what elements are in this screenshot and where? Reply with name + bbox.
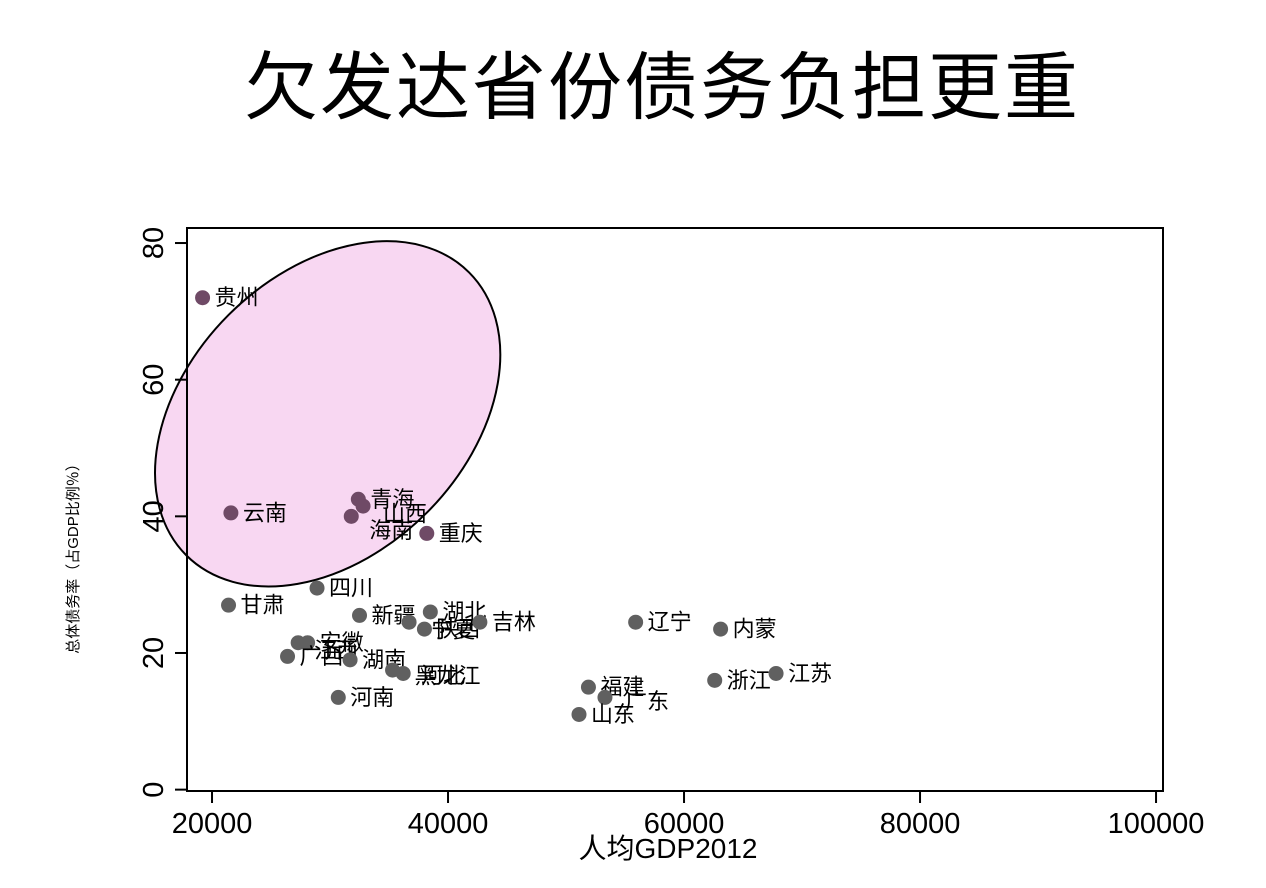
axis-ticks-layer: 20000 40000 60000 80000 100000 0 20 40 60 80 <box>138 227 1204 840</box>
data-point-福建 <box>580 679 596 695</box>
point-label-青海: 青海 <box>370 487 414 512</box>
point-label-安徽: 安徽 <box>320 630 364 655</box>
y-tick-label: 40 <box>138 500 170 532</box>
point-label-重庆: 重庆 <box>439 521 483 546</box>
point-label-吉林: 吉林 <box>492 610 536 635</box>
data-point-吉林 <box>472 614 488 630</box>
data-point-甘肃 <box>221 597 237 613</box>
data-point-广东 <box>597 689 613 705</box>
point-label-海南: 海南 <box>369 518 413 543</box>
point-label-山东: 山东 <box>591 702 635 727</box>
point-label-河南: 河南 <box>350 685 394 710</box>
x-tick-label: 100000 <box>1108 808 1205 840</box>
data-point-湖南 <box>342 652 358 668</box>
point-label-贵州: 贵州 <box>215 285 259 310</box>
data-point-云南 <box>223 505 239 521</box>
data-point-山东 <box>571 706 587 722</box>
point-label-江苏: 江苏 <box>788 661 832 686</box>
point-label-宁夏: 宁夏 <box>431 618 475 643</box>
data-point-湖北 <box>422 604 438 620</box>
data-point-山西 <box>355 498 371 514</box>
y-tick-label: 60 <box>138 364 170 396</box>
data-point-重庆 <box>419 525 435 541</box>
data-point-广西 <box>280 648 296 664</box>
point-label-四川: 四川 <box>329 576 373 601</box>
y-tick-label: 80 <box>138 227 170 259</box>
plot-frame <box>186 227 1164 792</box>
data-point-辽宁 <box>628 614 644 630</box>
data-point-新疆 <box>352 607 368 623</box>
data-point-四川 <box>309 580 325 596</box>
data-point-宁夏 <box>401 614 417 630</box>
x-tick-label: 40000 <box>408 808 489 840</box>
y-tick-label: 20 <box>138 637 170 669</box>
y-axis-label: 总体债务率（占GDP比例％） <box>65 456 82 654</box>
point-label-广东: 广东 <box>625 689 669 714</box>
plot-frame-layer <box>186 227 1164 792</box>
x-tick-label: 60000 <box>644 808 725 840</box>
point-label-河北: 河北 <box>421 663 465 688</box>
point-label-黑龙江: 黑龙江 <box>415 664 481 689</box>
data-point-江西 <box>290 635 306 651</box>
point-label-山西: 山西 <box>383 502 427 527</box>
point-label-辽宁: 辽宁 <box>648 610 692 635</box>
data-point-河南 <box>330 689 346 705</box>
data-point-河北 <box>395 665 411 681</box>
x-axis-label: 人均GDP2012 <box>579 833 758 864</box>
data-point-浙江 <box>707 672 723 688</box>
x-tick-label: 80000 <box>880 808 961 840</box>
point-label-云南: 云南 <box>243 500 287 525</box>
point-label-浙江: 浙江 <box>727 668 771 693</box>
data-point-贵州 <box>195 290 211 306</box>
x-tick-label: 20000 <box>172 808 253 840</box>
data-point-内蒙 <box>713 621 729 637</box>
chart-title: 欠发达省份债务负担更重 <box>244 46 1080 129</box>
point-label-内蒙: 内蒙 <box>733 617 777 642</box>
point-label-广西: 广西 <box>300 644 344 669</box>
data-point-江苏 <box>768 665 784 681</box>
y-tick-label: 0 <box>138 782 170 798</box>
point-label-甘肃: 甘肃 <box>241 593 285 618</box>
data-point-海南 <box>343 508 359 524</box>
data-point-陕西 <box>416 621 432 637</box>
